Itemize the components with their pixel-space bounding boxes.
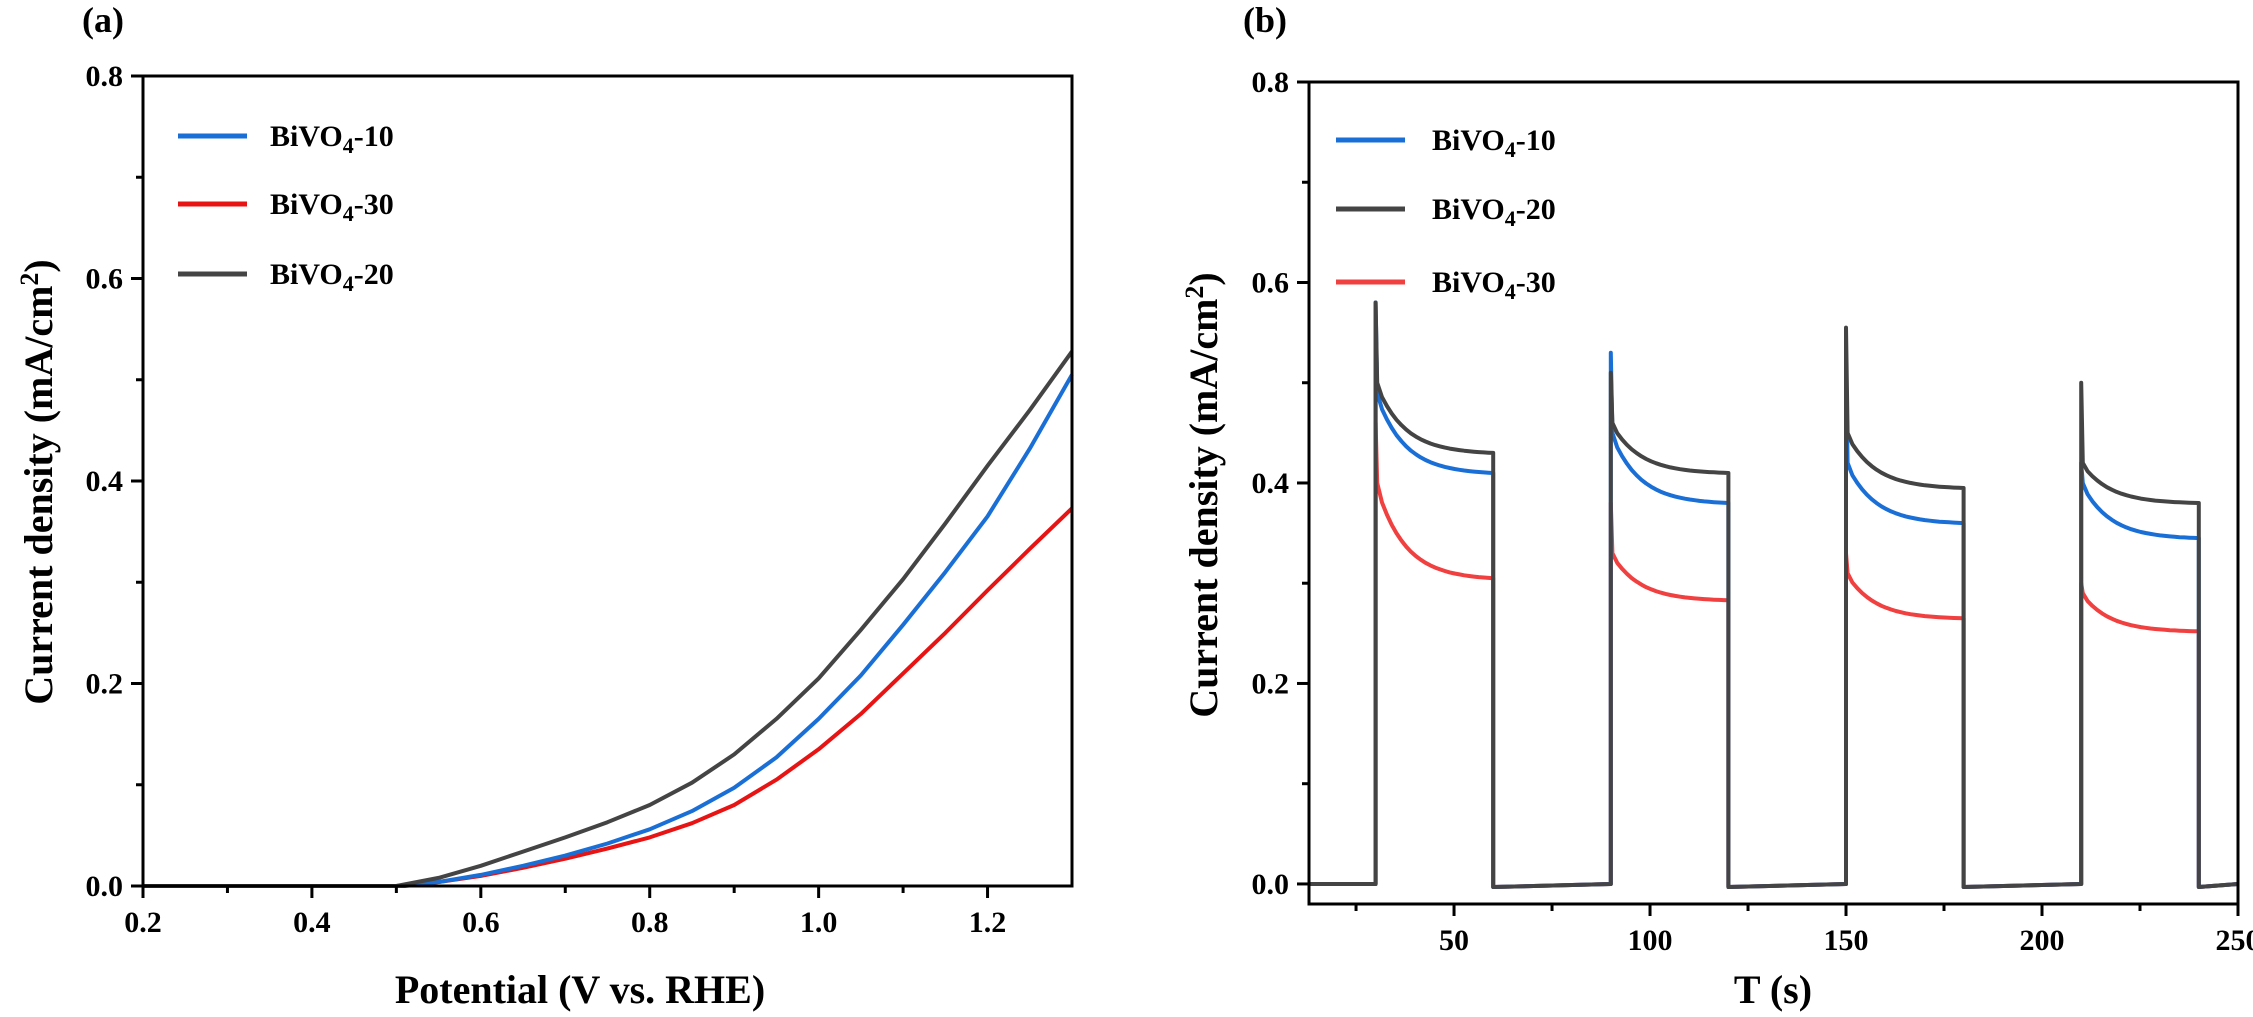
legend-a-0-label: BiVO4-10 [270,120,394,158]
panel-a-ylabel-end: ) [16,259,61,272]
panel-a-xlabel: Potential (V vs. RHE) [395,967,765,1012]
panel-a-ylabel-sup: 2 [15,273,44,286]
panel-b-xtick-label-4: 250 [2216,924,2253,957]
panel-a-ytick-label-2: 0.4 [86,465,124,498]
panel-b-legend: BiVO4-10 BiVO4-20 BiVO4-30 [1336,124,1556,304]
panel-a-series-2-line [143,350,1074,888]
panel-a-xtick-label-1: 0.4 [293,906,331,939]
panel-a-xtick-label-2: 0.6 [462,906,500,939]
panel-b-ylabel-sup: 2 [1180,286,1209,299]
panel-b-frame [1307,80,2240,906]
panel-a-series-1-line [143,506,1074,888]
legend-b-1-label: BiVO4-20 [1432,193,1556,231]
panel-b-ytick-label-2: 0.4 [1252,467,1290,500]
panel-b-xtick-label-3: 200 [2020,924,2065,957]
panel-b-ytick-label-1: 0.2 [1252,667,1290,700]
legend-a-2-label: BiVO4-20 [270,258,394,296]
panel-a-xtick-label-4: 1.0 [800,906,838,939]
panel-a-xtick-label-5: 1.2 [969,906,1007,939]
panel-a-xtick-label-3: 0.8 [631,906,669,939]
legend-b-0-label: BiVO4-10 [1432,124,1556,162]
panel-a: (a) 0.2 0.4 0.6 0.8 1.0 1.20.00.20.40.60.8 Po… [15,0,1074,1012]
panel-b-xlabel: T (s) [1734,967,1812,1012]
panel-b-series-1-line [1309,300,2239,889]
panel-b-tag: (b) [1243,0,1287,40]
panel-b-series [1309,300,2239,889]
panel-b-ylabel-end: ) [1181,272,1226,285]
panel-b-xtick-label-0: 50 [1439,924,1469,957]
panel-a-ytick-label-3: 0.6 [86,263,124,296]
panel-a-legend: BiVO4-10 BiVO4-30 BiVO4-20 [178,120,394,296]
legend-a-1-label: BiVO4-30 [270,188,394,226]
panel-a-ytick-label-4: 0.8 [86,60,124,93]
panel-a-tag: (a) [82,0,124,40]
legend-b-2-label: BiVO4-30 [1432,266,1556,304]
panel-b-ytick-label-3: 0.6 [1252,266,1290,299]
panel-a-ylabel-main: Current density (mA/cm [16,286,61,705]
panel-b-ytick-label-4: 0.8 [1252,66,1290,99]
panel-a-series-0-line [143,373,1074,888]
panel-b-xtick-label-2: 150 [1824,924,1869,957]
panel-a-xtick-label-0: 0.2 [124,906,162,939]
panel-b-series-2-line [1309,420,2239,889]
panel-a-series [143,350,1074,888]
panel-a-ticks: 0.2 0.4 0.6 0.8 1.0 1.20.00.20.40.60.8 [86,60,1007,939]
panel-b-xtick-label-1: 100 [1628,924,1673,957]
panel-b-series-0-line [1309,300,2239,889]
panel-b-ylabel: Current density (mA/cm2) [1180,272,1227,718]
panel-b-ylabel-main: Current density (mA/cm [1181,299,1226,718]
panel-a-ytick-label-0: 0.0 [86,870,124,903]
panel-a-ytick-label-1: 0.2 [86,668,124,701]
panel-b-ticks: 50 100 150 200 250 0.0 0.2 0.4 0.6 0.8 [1252,66,2253,957]
panel-a-ylabel: Current density (mA/cm2) [15,259,62,705]
panel-b-ytick-label-0: 0.0 [1252,868,1290,901]
